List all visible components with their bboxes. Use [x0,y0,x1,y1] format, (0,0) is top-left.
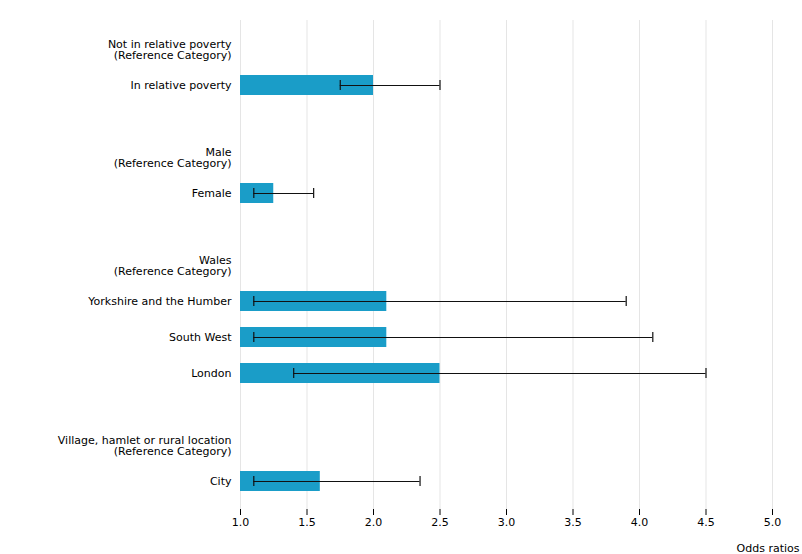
svg-text:Yorkshire and the Humber: Yorkshire and the Humber [87,295,232,308]
svg-text:2.5: 2.5 [431,516,449,529]
svg-text:Wales(Reference Category): Wales(Reference Category) [114,254,232,278]
svg-text:5.0: 5.0 [764,516,782,529]
svg-text:4.5: 4.5 [697,516,715,529]
svg-text:Not in relative poverty(Refere: Not in relative poverty(Reference Catego… [108,38,232,62]
svg-text:1.0: 1.0 [232,516,250,529]
svg-text:Odds ratios: Odds ratios [737,542,800,554]
svg-text:1.5: 1.5 [298,516,316,529]
svg-text:3.5: 3.5 [564,516,582,529]
svg-text:4.0: 4.0 [631,516,649,529]
svg-text:3.0: 3.0 [498,516,516,529]
svg-text:City: City [210,475,232,488]
svg-text:In relative poverty: In relative poverty [130,79,232,92]
svg-text:2.0: 2.0 [365,516,383,529]
svg-text:London: London [191,367,231,380]
svg-text:Female: Female [192,187,232,200]
svg-text:South West: South West [169,331,232,344]
svg-text:Village, hamlet or rural locat: Village, hamlet or rural location(Refere… [58,434,232,458]
svg-text:Male(Reference Category): Male(Reference Category) [114,146,232,170]
